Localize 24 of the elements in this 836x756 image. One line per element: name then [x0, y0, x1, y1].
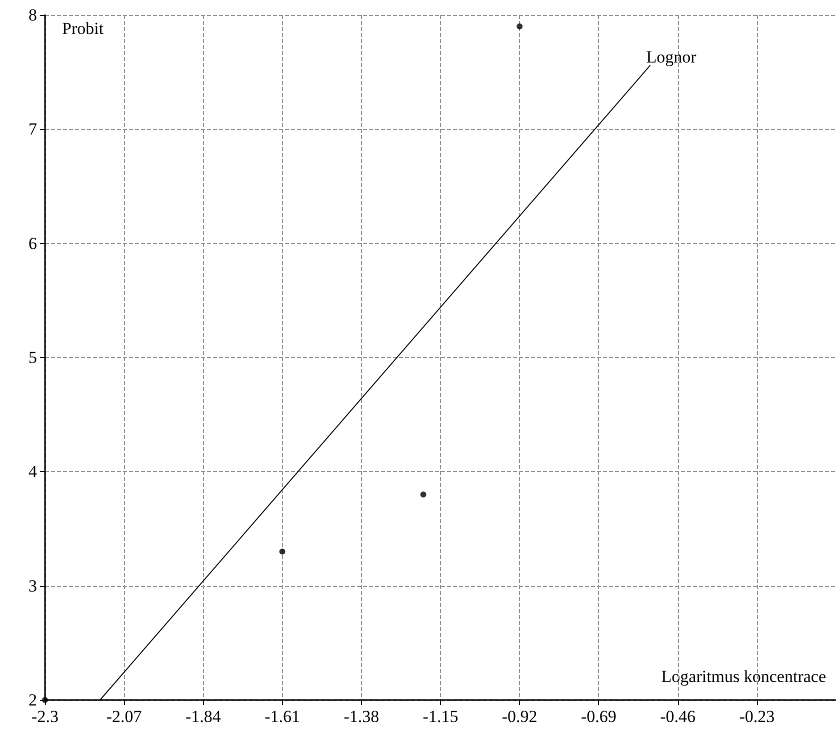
y-tick-label: 8: [28, 6, 37, 24]
y-tick-label: 5: [28, 348, 37, 367]
point: [516, 23, 523, 30]
y-tick-label: 4: [28, 462, 38, 482]
y-tick-label: 6: [28, 234, 37, 253]
y-tick-label: 3: [28, 576, 37, 596]
x-tick-label: -0.92: [502, 707, 538, 726]
x-tick-label: -1.84: [185, 707, 222, 726]
point: [420, 492, 426, 498]
x-tick-label: -1.38: [344, 707, 380, 726]
x-tick-label: -1.61: [264, 707, 300, 726]
series-label: Lognor: [646, 48, 697, 67]
x-tick-label: -1.15: [422, 707, 458, 726]
point: [279, 548, 286, 555]
x-tick-label: -2.3: [32, 707, 58, 726]
y-axis-title: Probit: [62, 19, 104, 38]
x-tick-label: -0.23: [739, 707, 775, 726]
x-tick-label: -0.69: [580, 707, 616, 726]
y-tick-label: 7: [28, 120, 38, 139]
y-tick-label: 2: [28, 690, 37, 710]
x-tick-label: -2.07: [106, 707, 142, 726]
point: [42, 697, 48, 703]
x-axis-title: Logaritmus koncentrace: [661, 667, 826, 686]
x-tick-label: -0.46: [660, 707, 696, 726]
